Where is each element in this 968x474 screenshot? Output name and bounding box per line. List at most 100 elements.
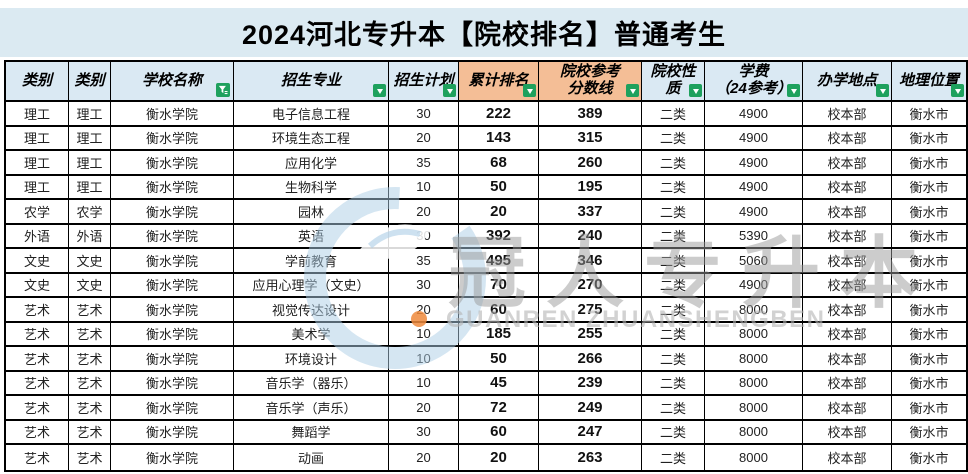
cell-major[interactable]: 舞蹈学 <box>234 420 389 445</box>
cell-enrollment-plan[interactable]: 35 <box>389 249 459 274</box>
cell-city[interactable]: 衡水市 <box>892 126 966 151</box>
cell-category1[interactable]: 文史 <box>6 249 69 274</box>
cell-tuition[interactable]: 4900 <box>705 273 803 298</box>
cell-enrollment-plan[interactable]: 10 <box>389 347 459 372</box>
cell-cumulative-rank[interactable]: 495 <box>459 249 539 274</box>
cell-reference-score-line[interactable]: 389 <box>539 102 642 127</box>
cell-cumulative-rank[interactable]: 20 <box>459 445 539 470</box>
cell-campus-location[interactable]: 校本部 <box>803 249 892 274</box>
cell-tuition[interactable]: 5060 <box>705 249 803 274</box>
cell-city[interactable]: 衡水市 <box>892 445 966 470</box>
cell-enrollment-plan[interactable]: 30 <box>389 102 459 127</box>
sort-dropdown-icon[interactable] <box>951 84 964 97</box>
cell-tuition[interactable]: 4900 <box>705 175 803 200</box>
cell-enrollment-plan[interactable]: 20 <box>389 298 459 323</box>
cell-category1[interactable]: 理工 <box>6 102 69 127</box>
cell-city[interactable]: 衡水市 <box>892 102 966 127</box>
cell-reference-score-line[interactable]: 337 <box>539 200 642 225</box>
cell-major[interactable]: 应用化学 <box>234 151 389 176</box>
cell-category1[interactable]: 理工 <box>6 175 69 200</box>
cell-category2[interactable]: 外语 <box>69 224 111 249</box>
cell-tuition[interactable]: 4900 <box>705 151 803 176</box>
cell-tuition[interactable]: 8000 <box>705 347 803 372</box>
cell-tuition[interactable]: 8000 <box>705 298 803 323</box>
cell-campus-location[interactable]: 校本部 <box>803 224 892 249</box>
sort-dropdown-icon[interactable] <box>689 84 702 97</box>
cell-school-type[interactable]: 二类 <box>642 224 705 249</box>
cell-cumulative-rank[interactable]: 68 <box>459 151 539 176</box>
cell-cumulative-rank[interactable]: 222 <box>459 102 539 127</box>
cell-school-name[interactable]: 衡水学院 <box>111 298 234 323</box>
cell-cumulative-rank[interactable]: 143 <box>459 126 539 151</box>
cell-category1[interactable]: 外语 <box>6 224 69 249</box>
cell-school-type[interactable]: 二类 <box>642 347 705 372</box>
cell-campus-location[interactable]: 校本部 <box>803 200 892 225</box>
filter-funnel-icon[interactable] <box>216 83 230 97</box>
cell-school-type[interactable]: 二类 <box>642 175 705 200</box>
cell-enrollment-plan[interactable]: 20 <box>389 396 459 421</box>
cell-enrollment-plan[interactable]: 20 <box>389 200 459 225</box>
cell-enrollment-plan[interactable]: 10 <box>389 371 459 396</box>
sort-dropdown-icon[interactable] <box>787 84 800 97</box>
cell-reference-score-line[interactable]: 270 <box>539 273 642 298</box>
cell-category1[interactable]: 艺术 <box>6 347 69 372</box>
cell-category2[interactable]: 文史 <box>69 273 111 298</box>
cell-reference-score-line[interactable]: 315 <box>539 126 642 151</box>
cell-major[interactable]: 环境生态工程 <box>234 126 389 151</box>
cell-campus-location[interactable]: 校本部 <box>803 347 892 372</box>
cell-school-name[interactable]: 衡水学院 <box>111 151 234 176</box>
cell-category1[interactable]: 理工 <box>6 151 69 176</box>
cell-city[interactable]: 衡水市 <box>892 322 966 347</box>
cell-category1[interactable]: 艺术 <box>6 322 69 347</box>
cell-category2[interactable]: 艺术 <box>69 420 111 445</box>
cell-campus-location[interactable]: 校本部 <box>803 298 892 323</box>
sort-dropdown-icon[interactable] <box>626 84 639 97</box>
cell-category2[interactable]: 艺术 <box>69 445 111 470</box>
cell-campus-location[interactable]: 校本部 <box>803 445 892 470</box>
cell-cumulative-rank[interactable]: 70 <box>459 273 539 298</box>
cell-major[interactable]: 园林 <box>234 200 389 225</box>
cell-reference-score-line[interactable]: 247 <box>539 420 642 445</box>
cell-category2[interactable]: 理工 <box>69 175 111 200</box>
cell-school-type[interactable]: 二类 <box>642 151 705 176</box>
cell-category2[interactable]: 艺术 <box>69 396 111 421</box>
cell-school-name[interactable]: 衡水学院 <box>111 322 234 347</box>
cell-category1[interactable]: 艺术 <box>6 371 69 396</box>
cell-school-name[interactable]: 衡水学院 <box>111 126 234 151</box>
cell-city[interactable]: 衡水市 <box>892 298 966 323</box>
cell-category1[interactable]: 艺术 <box>6 420 69 445</box>
cell-reference-score-line[interactable]: 249 <box>539 396 642 421</box>
cell-reference-score-line[interactable]: 260 <box>539 151 642 176</box>
cell-school-name[interactable]: 衡水学院 <box>111 445 234 470</box>
cell-school-name[interactable]: 衡水学院 <box>111 249 234 274</box>
cell-school-type[interactable]: 二类 <box>642 371 705 396</box>
cell-cumulative-rank[interactable]: 20 <box>459 200 539 225</box>
sort-dropdown-icon[interactable] <box>443 84 456 97</box>
cell-enrollment-plan[interactable]: 20 <box>389 445 459 470</box>
cell-category1[interactable]: 艺术 <box>6 445 69 470</box>
cell-category2[interactable]: 文史 <box>69 249 111 274</box>
cell-campus-location[interactable]: 校本部 <box>803 420 892 445</box>
cell-cumulative-rank[interactable]: 45 <box>459 371 539 396</box>
cell-reference-score-line[interactable]: 240 <box>539 224 642 249</box>
cell-category2[interactable]: 艺术 <box>69 371 111 396</box>
cell-tuition[interactable]: 5390 <box>705 224 803 249</box>
cell-school-type[interactable]: 二类 <box>642 298 705 323</box>
cell-campus-location[interactable]: 校本部 <box>803 273 892 298</box>
cell-tuition[interactable]: 8000 <box>705 371 803 396</box>
cell-enrollment-plan[interactable]: 10 <box>389 175 459 200</box>
cell-city[interactable]: 衡水市 <box>892 249 966 274</box>
cell-enrollment-plan[interactable]: 30 <box>389 224 459 249</box>
sort-dropdown-icon[interactable] <box>373 84 386 97</box>
cell-enrollment-plan[interactable]: 10 <box>389 322 459 347</box>
cell-reference-score-line[interactable]: 266 <box>539 347 642 372</box>
cell-tuition[interactable]: 4900 <box>705 102 803 127</box>
cell-school-type[interactable]: 二类 <box>642 420 705 445</box>
cell-tuition[interactable]: 8000 <box>705 396 803 421</box>
cell-reference-score-line[interactable]: 255 <box>539 322 642 347</box>
cell-school-type[interactable]: 二类 <box>642 126 705 151</box>
sort-dropdown-icon[interactable] <box>523 84 536 97</box>
cell-school-name[interactable]: 衡水学院 <box>111 273 234 298</box>
cell-cumulative-rank[interactable]: 50 <box>459 175 539 200</box>
cell-reference-score-line[interactable]: 239 <box>539 371 642 396</box>
